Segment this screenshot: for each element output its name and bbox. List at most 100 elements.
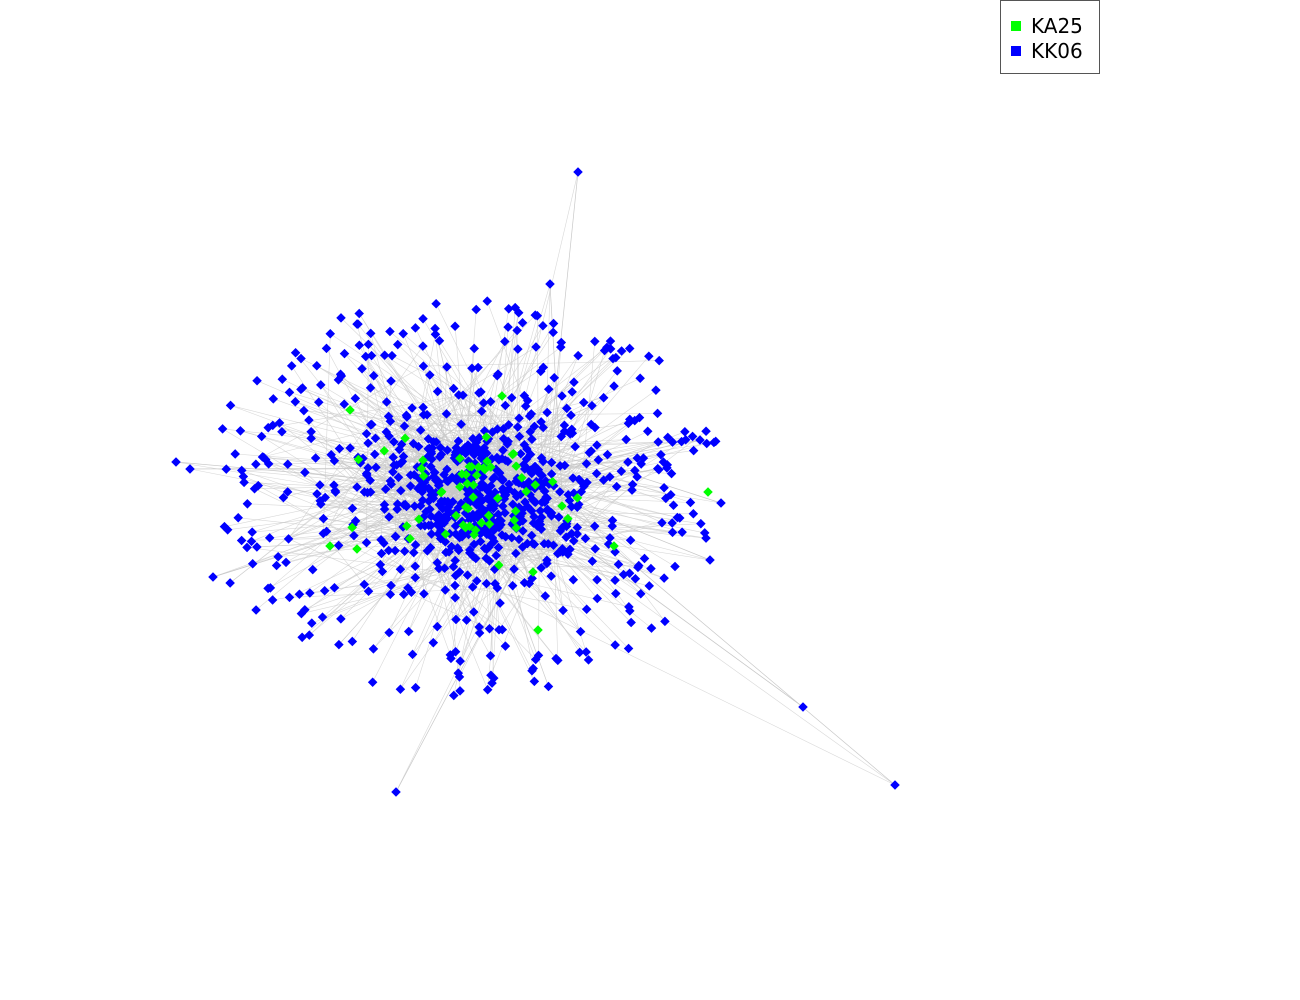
node-kk06 [359,487,370,497]
node-kk06 [605,472,615,482]
node-ka25 [703,487,713,497]
edge [560,523,701,532]
node-kk06 [347,636,358,647]
node-kk06 [361,537,372,548]
legend-label-kk06: KK06 [1031,39,1083,63]
edge [472,499,711,561]
node-kk06 [319,585,330,596]
node-kk06 [366,350,377,361]
node-kk06 [701,426,711,437]
node-kk06 [408,547,419,558]
node-kk06 [399,546,410,556]
edge [308,419,368,493]
node-kk06 [417,495,428,506]
node-kk06 [500,508,510,518]
node-kk06 [492,452,502,463]
node-kk06 [705,555,715,565]
node-kk06 [538,321,548,331]
node-kk06 [281,557,291,568]
node-kk06 [506,393,517,403]
node-kk06 [546,508,557,518]
edge [395,512,545,793]
node-kk06 [469,343,479,354]
node-kk06 [608,353,618,364]
node-kk06 [509,564,519,574]
node-kk06 [552,548,563,559]
node-kk06 [498,433,509,444]
node-kk06 [536,563,547,573]
node-kk06 [497,474,507,484]
node-kk06 [497,624,508,635]
node-kk06 [593,455,604,465]
node-ka25 [451,510,461,521]
node-kk06 [639,553,650,564]
edge [529,583,629,608]
edge [466,513,707,539]
edge [447,439,701,490]
node-kk06 [583,655,594,665]
node-ka25 [471,470,482,480]
node-kk06 [574,647,585,658]
node-kk06 [687,431,698,442]
node-kk06 [527,434,537,445]
node-kk06 [659,573,669,583]
node-kk06 [644,581,655,591]
node-kk06 [442,445,453,455]
node-kk06 [312,360,322,371]
node-ka25 [547,476,558,487]
node-kk06 [468,433,478,444]
node-kk06 [494,522,504,533]
node-kk06 [613,559,624,570]
node-kk06 [517,542,528,552]
node-kk06 [609,381,619,391]
node-kk06 [185,464,195,474]
edge [400,463,559,661]
node-kk06 [247,559,258,569]
node-kk06 [667,518,677,528]
node-kk06 [478,446,488,457]
node-kk06 [611,588,621,599]
node-kk06 [696,518,706,529]
node-kk06 [570,441,580,452]
node-kk06 [522,444,532,454]
node-kk06 [456,419,466,430]
node-kk06 [407,649,418,660]
edge [270,484,392,589]
node-kk06 [336,313,346,323]
node-kk06 [662,460,673,470]
node-kk06 [436,496,447,506]
edge [505,330,518,495]
node-kk06 [890,780,900,790]
legend-swatch-ka25 [1011,21,1021,31]
node-kk06 [498,424,509,434]
node-kk06 [461,615,472,625]
node-kk06 [484,623,495,634]
node-kk06 [453,390,464,400]
node-kk06 [514,413,524,424]
node-kk06 [798,702,808,712]
node-kk06 [171,457,181,467]
node-kk06 [663,432,673,443]
node-kk06 [514,534,524,545]
node-kk06 [363,339,374,350]
node-kk06 [321,526,332,537]
node-kk06 [316,380,326,390]
node-kk06 [273,552,283,562]
node-kk06 [526,409,537,419]
edge [303,410,562,437]
node-kk06 [492,583,503,593]
node-kk06 [483,493,494,504]
node-kk06 [670,561,680,572]
node-kk06 [352,482,362,492]
node-kk06 [624,343,635,354]
node-kk06 [666,490,676,500]
node-kk06 [672,512,683,523]
node-kk06 [515,449,526,459]
node-kk06 [574,499,584,510]
edge [549,402,585,484]
node-kk06 [410,561,420,572]
node-kk06 [450,580,460,591]
node-kk06 [503,304,514,314]
node-kk06 [602,342,612,353]
